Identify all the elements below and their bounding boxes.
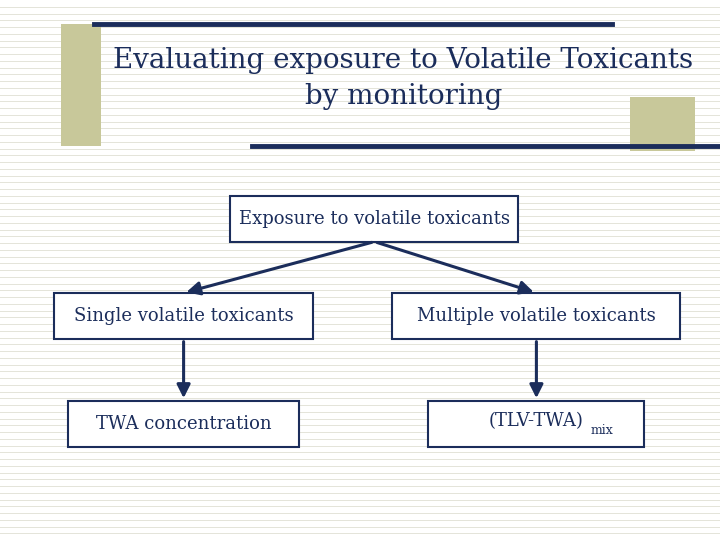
- Text: mix: mix: [590, 424, 613, 437]
- Text: Multiple volatile toxicants: Multiple volatile toxicants: [417, 307, 656, 325]
- Text: Evaluating exposure to Volatile Toxicants
by monitoring: Evaluating exposure to Volatile Toxicant…: [113, 47, 693, 110]
- FancyBboxPatch shape: [54, 293, 313, 339]
- Text: TWA concentration: TWA concentration: [96, 415, 271, 433]
- FancyBboxPatch shape: [392, 293, 680, 339]
- FancyBboxPatch shape: [230, 195, 518, 241]
- Bar: [61, 24, 101, 146]
- FancyBboxPatch shape: [428, 401, 644, 447]
- Text: (TLV-TWA): (TLV-TWA): [489, 412, 584, 430]
- Text: Exposure to volatile toxicants: Exposure to volatile toxicants: [239, 210, 510, 228]
- Text: Single volatile toxicants: Single volatile toxicants: [73, 307, 294, 325]
- Bar: [630, 97, 695, 151]
- FancyBboxPatch shape: [68, 401, 299, 447]
